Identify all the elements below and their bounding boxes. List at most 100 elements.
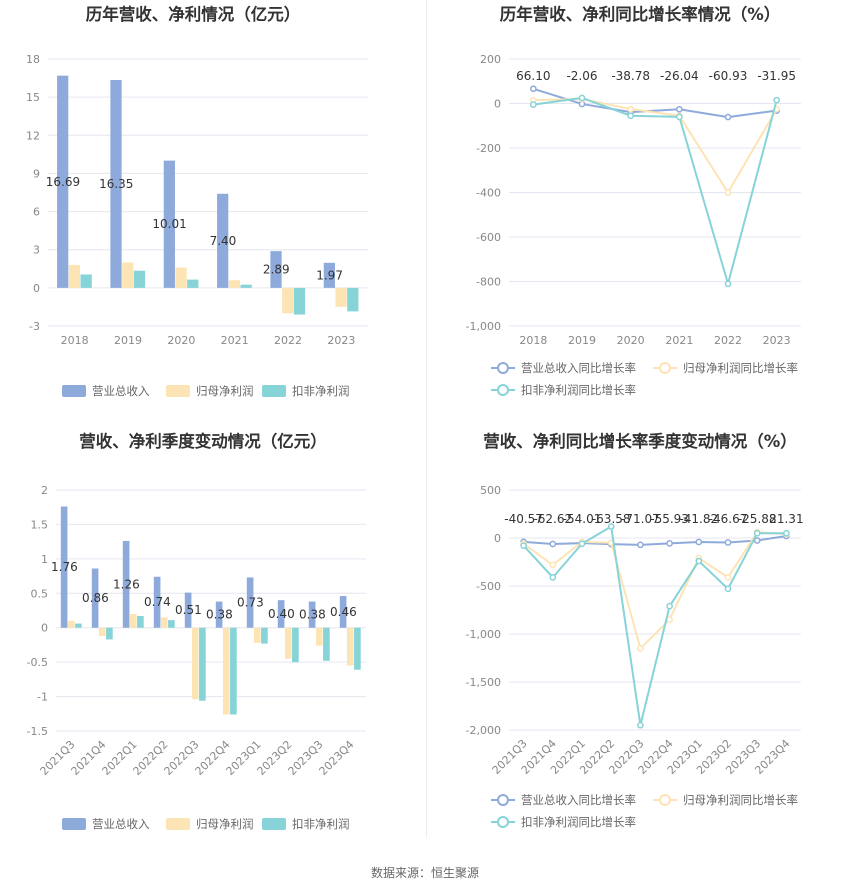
- bar-net-profit: [129, 613, 137, 628]
- bar-revenue: [122, 540, 130, 628]
- series-line-net-profit-growth: [533, 98, 778, 195]
- data-label: 0.38: [299, 608, 326, 622]
- x-tick-label: 2022: [274, 334, 302, 347]
- data-point: [773, 96, 781, 104]
- data-point: [607, 523, 615, 530]
- legend-label: 扣非净利润: [292, 384, 350, 398]
- y-tick-label: 12: [26, 129, 40, 142]
- data-label: -62.62: [533, 512, 572, 526]
- legend-swatch: [262, 818, 286, 830]
- bar-revenue: [153, 576, 161, 628]
- legend-label: 营业总收入: [92, 384, 150, 398]
- y-tick-label: 1: [41, 553, 48, 566]
- data-point: [753, 529, 761, 537]
- y-tick-label: -500: [476, 580, 501, 593]
- data-point: [783, 529, 790, 537]
- data-label: -40.57: [504, 512, 543, 526]
- series-line-deducted-growth: [533, 96, 778, 288]
- bar-deducted-profit: [347, 287, 359, 312]
- data-point: [724, 280, 732, 288]
- data-label: -41.82: [679, 512, 718, 526]
- data-label: -54.01: [563, 512, 602, 526]
- bar-revenue: [308, 601, 316, 628]
- chart-svg: 历年营收、净利同比增长率情况（%） -1,000 -800 -600 -400 -200 0…: [466, 4, 801, 397]
- bar-net-profit: [228, 280, 241, 288]
- bar-deducted-profit: [168, 620, 175, 628]
- y-tick-label: 0.5: [31, 587, 49, 600]
- legend-label: 营业总收入同比增长率: [521, 793, 636, 807]
- x-tick-label: 2018: [519, 334, 547, 347]
- data-label: -26.04: [660, 69, 699, 83]
- data-label: 0.51: [175, 603, 202, 617]
- chart-title: 营收、净利季度变动情况（亿元）: [79, 431, 327, 451]
- data-label: 66.10: [516, 69, 550, 83]
- data-label: -60.93: [709, 69, 748, 83]
- legend-swatch: [166, 818, 190, 830]
- legend-label: 归母净利润: [196, 817, 254, 831]
- data-label: 0.38: [206, 608, 233, 622]
- data-label: -71.07: [621, 512, 660, 526]
- chart-svg: 营收、净利同比增长率季度变动情况（%） -2,000 -1,500 -1,000 -50…: [466, 431, 804, 829]
- data-point: [578, 94, 586, 102]
- data-label: 16.69: [46, 175, 80, 189]
- y-tick-label: -1,000: [466, 628, 501, 641]
- data-source-note: 数据来源：恒生聚源: [370, 866, 479, 880]
- data-label: 21.31: [769, 512, 803, 526]
- data-label: 0.40: [268, 607, 295, 621]
- y-tick-label: -800: [476, 276, 501, 289]
- data-point: [549, 540, 557, 548]
- bar-revenue: [339, 596, 347, 628]
- legend-swatch: [262, 385, 286, 397]
- y-tick-label: 9: [33, 167, 40, 180]
- legend-marker: [497, 362, 509, 374]
- legend-label: 归母净利润同比增长率: [683, 793, 798, 807]
- x-tick-label: 2023Q4: [317, 738, 357, 778]
- data-label: -2.06: [566, 69, 597, 83]
- bar-deducted-profit: [199, 627, 206, 701]
- data-point: [637, 645, 644, 652]
- bar-deducted-profit: [75, 623, 82, 628]
- legend-swatch: [62, 818, 86, 830]
- data-point: [666, 540, 673, 547]
- y-tick-label: -1,000: [466, 320, 501, 333]
- bar-deducted-profit: [230, 627, 237, 715]
- data-point: [695, 538, 703, 546]
- data-point: [724, 113, 732, 121]
- y-tick-label: 3: [33, 244, 40, 257]
- data-label: -63.58: [592, 512, 631, 526]
- y-tick-label: 1.5: [31, 518, 49, 531]
- bar-revenue: [270, 251, 282, 288]
- y-tick-label: -1,500: [466, 676, 501, 689]
- chart-quarterly-amounts: 营收、净利季度变动情况（亿元） -1.5 -1 -0.5 0 0.5 1 1.5 2 2021Q3…: [0, 419, 427, 838]
- data-point: [549, 574, 557, 581]
- bar-revenue: [60, 506, 68, 628]
- y-tick-label: -2,000: [466, 724, 501, 737]
- legend-marker: [497, 816, 509, 828]
- y-tick-label: -400: [476, 187, 501, 200]
- data-label: 0.73: [237, 596, 264, 610]
- x-tick-label: 2021: [665, 334, 693, 347]
- bar-deducted-profit: [354, 627, 361, 670]
- data-point: [529, 85, 537, 93]
- y-tick-label: 200: [480, 53, 501, 66]
- y-tick-label: 500: [480, 484, 501, 497]
- legend-swatch: [166, 385, 190, 397]
- legend-label: 扣非净利润同比增长率: [521, 383, 636, 397]
- bar-deducted-profit: [80, 274, 92, 288]
- y-tick-label: 15: [26, 91, 40, 104]
- data-point: [637, 541, 644, 549]
- data-point: [695, 557, 703, 565]
- bar-net-profit: [67, 620, 75, 628]
- chart-quarterly-growth: 营收、净利同比增长率季度变动情况（%） -2,000 -1,500 -1,000 -50…: [427, 419, 850, 838]
- y-tick-label: -3: [29, 320, 40, 333]
- chart-title: 历年营收、净利同比增长率情况（%）: [500, 4, 781, 24]
- bar-net-profit: [284, 627, 292, 659]
- y-tick-label: 0: [41, 622, 48, 635]
- data-label: 0.74: [144, 595, 171, 609]
- x-tick-label: 2018: [61, 334, 89, 347]
- panel-divider: [426, 0, 427, 838]
- series-line-deducted-growth: [522, 524, 787, 726]
- data-point: [724, 539, 732, 546]
- bar-revenue: [110, 79, 122, 288]
- bar-net-profit: [175, 267, 187, 288]
